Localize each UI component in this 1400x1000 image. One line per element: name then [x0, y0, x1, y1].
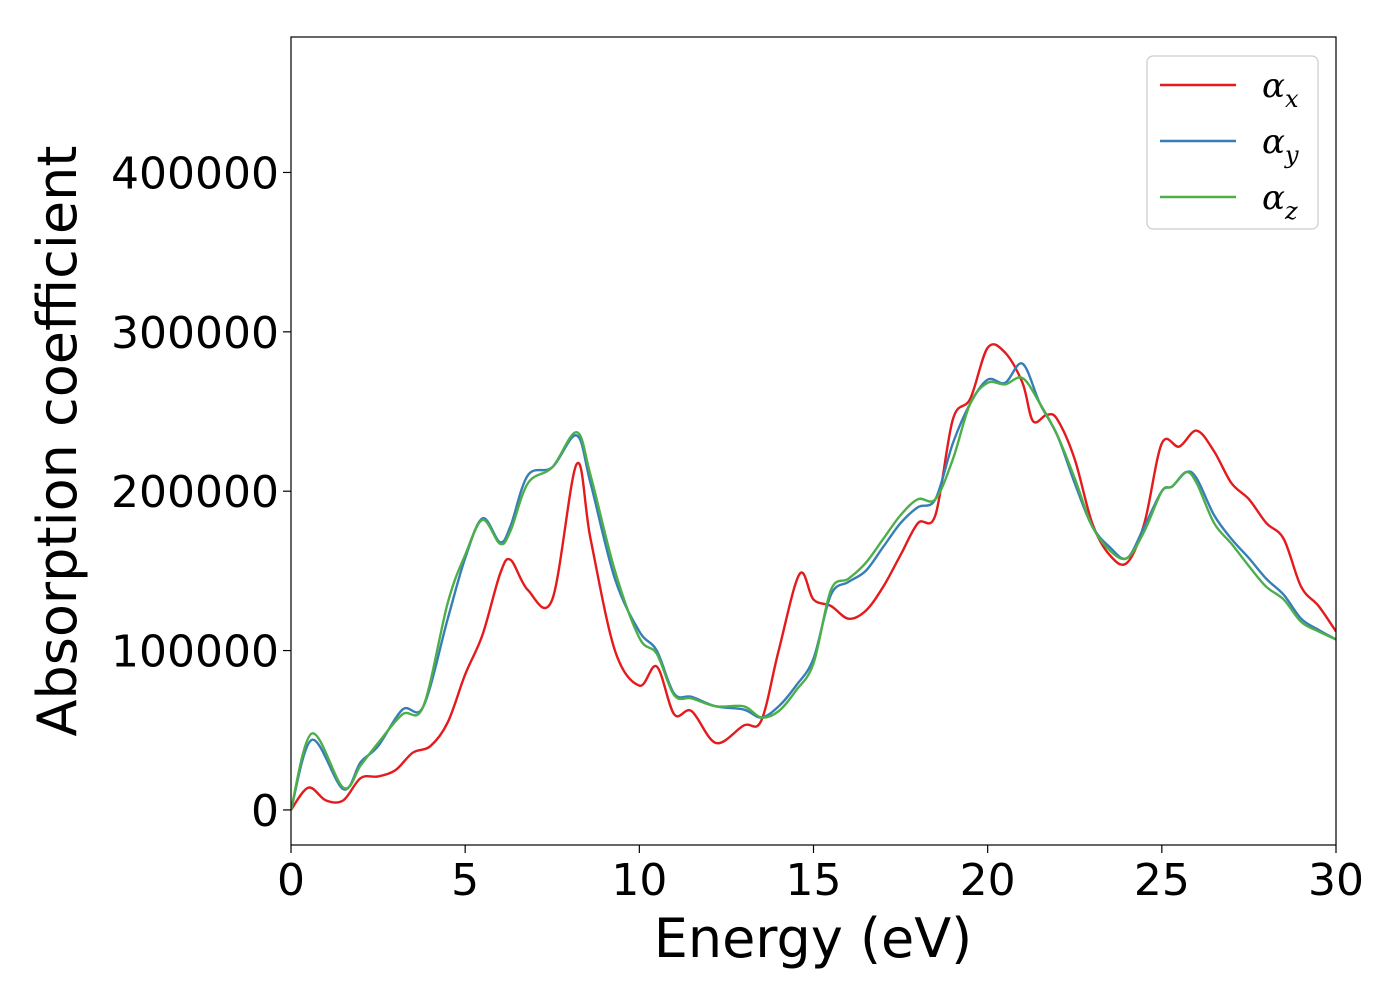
y-tick-label: 200000 [111, 467, 279, 518]
legend-subscript-y: y [1284, 141, 1299, 169]
series-line-x [291, 343, 1336, 811]
y-axis-ticks: 0 100000 200000 300000 400000 [111, 148, 291, 837]
y-axis-label: Absorption coefficient [26, 146, 89, 737]
y-tick-label: 300000 [111, 308, 279, 359]
y-tick-label: 100000 [111, 627, 279, 678]
x-tick-label: 0 [277, 855, 305, 906]
x-tick-label: 25 [1134, 855, 1190, 906]
x-tick-label: 10 [611, 855, 667, 906]
x-tick-label: 15 [786, 855, 842, 906]
legend-subscript-z: z [1284, 197, 1298, 225]
x-axis-label: Energy (eV) [654, 907, 973, 970]
legend-box [1146, 55, 1319, 230]
x-tick-label: 30 [1308, 855, 1364, 906]
y-tick-label: 400000 [111, 148, 279, 199]
series-line-z [291, 376, 1336, 811]
series-line-y [291, 362, 1336, 811]
y-tick-label: 0 [251, 786, 279, 837]
x-tick-label: 20 [960, 855, 1016, 906]
series-lines [291, 343, 1336, 811]
x-axis-ticks: 0 5 10 15 20 25 30 [277, 845, 1364, 906]
x-tick-label: 5 [451, 855, 479, 906]
legend-subscript-x: x [1285, 85, 1299, 113]
